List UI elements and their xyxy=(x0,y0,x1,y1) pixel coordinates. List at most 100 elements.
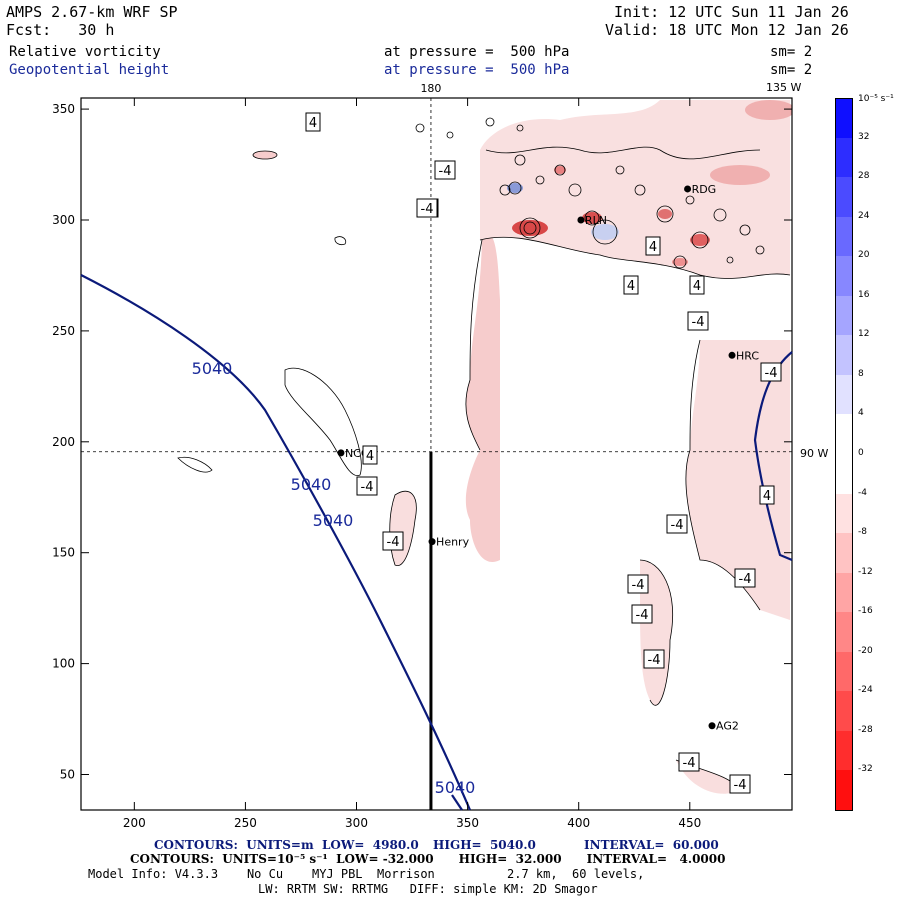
vorticity-label-box xyxy=(689,275,705,295)
field1-level: at pressure = 500 hPa xyxy=(384,44,570,60)
vorticity-label-box xyxy=(623,275,639,295)
colorbar-cell xyxy=(835,414,853,454)
y-tick-label: 350 xyxy=(52,102,75,116)
colorbar-label: -32 xyxy=(858,764,873,775)
station-dot xyxy=(708,722,716,730)
vorticity-label: -4 xyxy=(739,572,752,587)
colorbar-label: 16 xyxy=(858,289,870,300)
vorticity-contours xyxy=(177,117,791,791)
vorticity-label-box xyxy=(678,752,700,772)
vorticity-label: -4 xyxy=(765,366,778,381)
colorbar-units: 10⁻⁵ s⁻¹ xyxy=(858,94,894,104)
model-title: AMPS 2.67-km WRF SP xyxy=(6,3,178,21)
vorticity-label: -4 xyxy=(692,315,705,330)
vorticity-label: -4 xyxy=(671,518,684,533)
vorticity-label: -4 xyxy=(361,480,374,495)
map-axes: 200 250 300 350 400 450 50 100 150 200 250 300 350 xyxy=(52,98,792,830)
vorticity-label-box xyxy=(416,198,438,218)
height-contour-label: 5040 xyxy=(313,511,354,530)
height-contour-label: 5040 xyxy=(192,359,233,378)
vorticity-label-box xyxy=(643,649,665,669)
colorbar-cell xyxy=(835,335,853,375)
colorbar-label: 28 xyxy=(858,171,870,182)
vorticity-label-box xyxy=(729,774,751,794)
footer-height-contours-a: CONTOURS: UNITS=m LOW= 4980.0 xyxy=(154,838,419,852)
vorticity-label-box xyxy=(305,112,321,132)
x-tick-label: 200 xyxy=(123,816,146,830)
height-contour-5040-south xyxy=(451,794,463,811)
footer-vorticity-contours: CONTOURS: UNITS=10⁻⁵ s⁻¹ LOW= -32.000 HI… xyxy=(130,852,726,866)
colorbar-label: -4 xyxy=(858,487,867,498)
footer-model-info: Model Info: V4.3.3 No Cu MYJ PBL Morriso… xyxy=(88,867,645,881)
footer-physics-info: LW: RRTM SW: RRTMG DIFF: simple KM: 2D S… xyxy=(258,882,598,896)
station-dot xyxy=(728,351,736,359)
forecast-hour: Fcst: 30 h xyxy=(6,21,115,39)
colorbar-cell xyxy=(835,770,853,811)
vorticity-label: -4 xyxy=(636,608,649,623)
height-contour-5040-west xyxy=(80,274,472,811)
colorbar-cell xyxy=(835,295,853,336)
vorticity-label: 4 xyxy=(366,449,374,464)
vorticity-label: 4 xyxy=(309,116,317,131)
vorticity-label-box xyxy=(362,445,378,465)
field2-name: Geopotential height xyxy=(9,62,170,78)
vorticity-label: -4 xyxy=(632,578,645,593)
colorbar-cell xyxy=(835,691,853,731)
colorbar-label: 12 xyxy=(858,329,870,340)
height-contour-label: 5040 xyxy=(291,475,332,494)
x-tick-label: 250 xyxy=(234,816,257,830)
vorticity-label-box xyxy=(759,485,775,505)
y-tick-label: 150 xyxy=(52,546,75,560)
map-frame xyxy=(80,97,793,811)
vorticity-label-box xyxy=(666,514,688,534)
station-dot xyxy=(577,216,585,224)
colorbar-cell xyxy=(835,374,853,415)
field1-smoothing: sm= 2 xyxy=(770,44,813,60)
vorticity-label-box xyxy=(687,311,709,331)
vorticity-label-box xyxy=(382,531,404,551)
x-tick-label: 400 xyxy=(567,816,590,830)
colorbar-label: 0 xyxy=(858,448,864,458)
colorbar-cell xyxy=(835,216,853,257)
colorbar-cell xyxy=(835,612,853,652)
vorticity-label: -4 xyxy=(734,778,747,793)
station-label: RDG xyxy=(692,183,717,196)
station-label: RLN xyxy=(585,214,607,227)
field1-name: Relative vorticity xyxy=(9,44,161,60)
vorticity-label: 4 xyxy=(693,279,701,294)
parallel-label: 90 W xyxy=(800,447,828,460)
height-contour-label: 5040 xyxy=(435,778,476,797)
colorbar-cell xyxy=(835,454,853,494)
station-label: AG2 xyxy=(716,720,739,733)
colorbar-label: -28 xyxy=(858,724,873,735)
y-tick-label: 50 xyxy=(60,768,75,782)
field2-smoothing: sm= 2 xyxy=(770,62,813,78)
station-dot xyxy=(684,185,692,193)
x-tick-label: 450 xyxy=(678,816,701,830)
colorbar-cell xyxy=(835,533,853,573)
meridian-label: 180 xyxy=(420,82,441,95)
vorticity-label: 4 xyxy=(649,240,657,255)
colorbar-label: 20 xyxy=(858,250,870,261)
colorbar-label: -8 xyxy=(858,527,867,538)
valid-time: Valid: 18 UTC Mon 12 Jan 26 xyxy=(605,21,849,39)
x-tick-label: 300 xyxy=(345,816,368,830)
y-tick-label: 250 xyxy=(52,324,75,338)
colorbar-cell xyxy=(835,137,853,178)
init-time: Init: 12 UTC Sun 11 Jan 26 xyxy=(614,3,849,21)
longitude-label-top: 135 W xyxy=(766,81,801,94)
vorticity-label: -4 xyxy=(387,535,400,550)
colorbar-label: 4 xyxy=(858,408,864,419)
footer-height-contours-b: HIGH= 5040.0 xyxy=(433,838,536,852)
station-dot xyxy=(337,449,345,457)
colorbar-label: 24 xyxy=(858,210,870,221)
vorticity-label: -4 xyxy=(648,653,661,668)
y-tick-label: 100 xyxy=(52,657,75,671)
vorticity-label: -4 xyxy=(421,202,434,217)
colorbar-label: -12 xyxy=(858,566,873,577)
vorticity-label-box xyxy=(734,568,756,588)
vorticity-label-box xyxy=(627,574,649,594)
y-tick-label: 300 xyxy=(52,213,75,227)
